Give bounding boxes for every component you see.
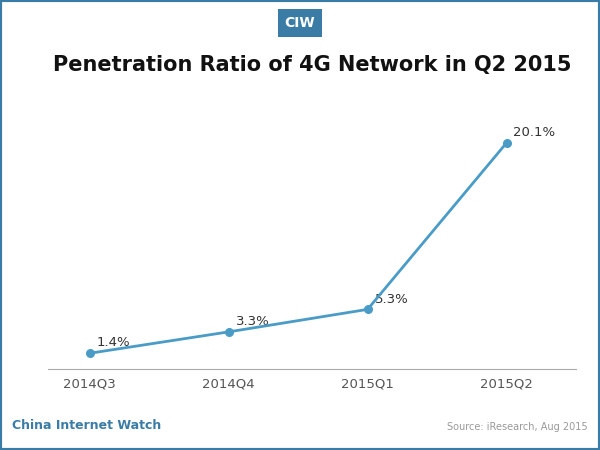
Text: Source: iResearch, Aug 2015: Source: iResearch, Aug 2015 <box>448 422 588 432</box>
Text: 1.4%: 1.4% <box>97 337 130 350</box>
Text: 20.1%: 20.1% <box>514 126 556 139</box>
Text: CIW: CIW <box>284 16 316 30</box>
Text: China Internet Watch: China Internet Watch <box>12 419 161 432</box>
Title: Penetration Ratio of 4G Network in Q2 2015: Penetration Ratio of 4G Network in Q2 20… <box>53 55 571 75</box>
Text: 5.3%: 5.3% <box>374 292 408 306</box>
Text: 3.3%: 3.3% <box>236 315 269 328</box>
